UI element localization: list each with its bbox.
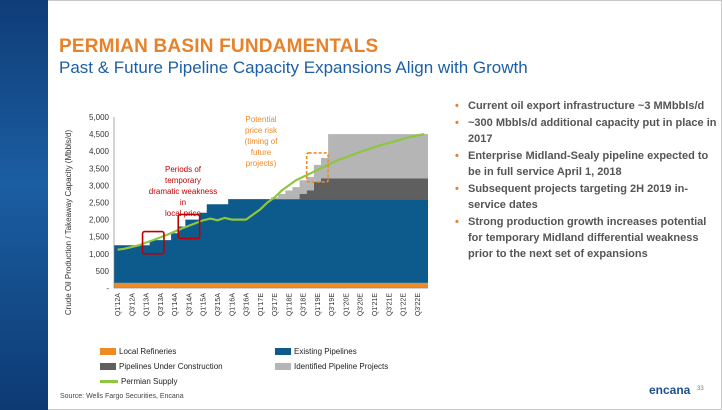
x-tick-label: Q1'16A — [229, 293, 236, 316]
legend-swatch-identified-projects — [275, 363, 291, 370]
x-tick-label: Q1'12A — [115, 293, 122, 316]
x-tick-label: Q1'21E — [372, 293, 379, 316]
y-tick-label: 500 — [96, 267, 110, 276]
y-tick-label: - — [106, 284, 109, 293]
bullet-item: Enterprise Midland-Sealy pipeline expect… — [455, 148, 717, 180]
encana-logo: encana — [649, 383, 691, 397]
annotation-future-risk: Potential price risk (timing of future proje… — [245, 115, 279, 168]
page-number: 33 — [697, 386, 704, 392]
y-tick-label: 1,500 — [89, 233, 110, 242]
x-tick-label: Q1'17E — [258, 293, 265, 316]
y-tick-label: 1,000 — [89, 250, 110, 259]
bullet-item: Current oil export infrastructure ~3 MMb… — [455, 98, 717, 114]
legend-swatch-local-refineries — [100, 348, 116, 355]
line-permian-supply — [117, 133, 425, 251]
x-tick-label: Q3'13A — [158, 293, 165, 316]
x-tick-label: Q3'22E — [415, 293, 422, 316]
x-tick-label: Q3'19E — [329, 293, 336, 316]
x-tick-label: Q1'14A — [172, 293, 179, 316]
x-tick-label: Q1'22E — [401, 293, 408, 316]
brand-sidebar — [0, 0, 48, 410]
capacity-chart: - 500 1,000 1,500 2,000 2,500 3,000 3,500 4,000 4… — [64, 113, 428, 316]
legend-label-existing-pipelines: Existing Pipelines — [294, 347, 357, 356]
x-tick-label: Q3'21E — [386, 293, 393, 316]
x-tick-label: Q1'18E — [286, 293, 293, 316]
legend-permian-supply: Permian Supply — [100, 377, 177, 386]
x-tick-label: Q3'14A — [186, 293, 193, 316]
x-tick-label: Q3'17E — [272, 293, 279, 316]
legend-existing-pipelines: Existing Pipelines — [275, 347, 357, 356]
area-pipelines-under-construction — [114, 178, 428, 246]
legend-line-permian-supply — [100, 380, 118, 383]
legend-identified-projects: Identified Pipeline Projects — [275, 362, 388, 371]
y-tick-label: 3,000 — [89, 181, 110, 190]
x-tick-label: Q3'16A — [244, 293, 251, 316]
y-tick-label: 3,500 — [89, 164, 110, 173]
y-tick-label: 4,500 — [89, 130, 110, 139]
y-tick-label: 2,500 — [89, 199, 110, 208]
bullet-item: ~300 Mbbls/d additional capacity put in … — [455, 115, 717, 147]
y-tick-label: 2,000 — [89, 216, 110, 225]
legend-local-refineries: Local Refineries — [100, 347, 176, 356]
slide-title: PERMIAN BASIN FUNDAMENTALS — [59, 36, 379, 57]
legend-label-local-refineries: Local Refineries — [119, 347, 177, 356]
source-note: Source: Wells Fargo Securities, Encana — [60, 393, 184, 400]
x-tick-label: Q3'20E — [358, 293, 365, 316]
slide-subtitle: Past & Future Pipeline Capacity Expansio… — [59, 58, 528, 77]
weakness-box-2014 — [177, 213, 201, 240]
area-existing-pipelines — [114, 199, 428, 283]
y-axis-title: Crude Oil Production / Takeaway Capacity… — [64, 130, 73, 316]
legend-label-under-construction: Pipelines Under Construction — [119, 362, 223, 371]
x-tick-label: Q1'15A — [201, 293, 208, 316]
legend-label-identified-projects: Identified Pipeline Projects — [294, 362, 389, 371]
legend-label-permian-supply: Permian Supply — [121, 377, 178, 386]
future-risk-box — [305, 152, 329, 183]
x-tick-label: Q1'19E — [315, 293, 322, 316]
x-tick-label: Q3'12A — [129, 293, 136, 316]
x-tick-label: Q1'20E — [343, 293, 350, 316]
legend-swatch-existing-pipelines — [275, 348, 291, 355]
area-identified-pipeline-projects — [114, 134, 428, 246]
annotation-weakness: Periods of temporary dramatic weakness in lo… — [149, 165, 217, 218]
area-local-refineries — [114, 282, 428, 288]
legend-under-construction: Pipelines Under Construction — [100, 362, 223, 371]
y-tick-label: 5,000 — [89, 113, 110, 122]
weakness-box-2013 — [141, 230, 165, 255]
x-tick-label: Q3'18E — [301, 293, 308, 316]
bullet-item: Subsequent projects targeting 2H 2019 in… — [455, 181, 717, 213]
x-tick-label: Q1'13A — [144, 293, 151, 316]
bullet-list: Current oil export infrastructure ~3 MMb… — [455, 98, 717, 263]
x-tick-label: Q3'15A — [215, 293, 222, 316]
y-tick-label: 4,000 — [89, 147, 110, 156]
legend-swatch-under-construction — [100, 363, 116, 370]
bullet-item: Strong production growth increases poten… — [455, 214, 717, 262]
